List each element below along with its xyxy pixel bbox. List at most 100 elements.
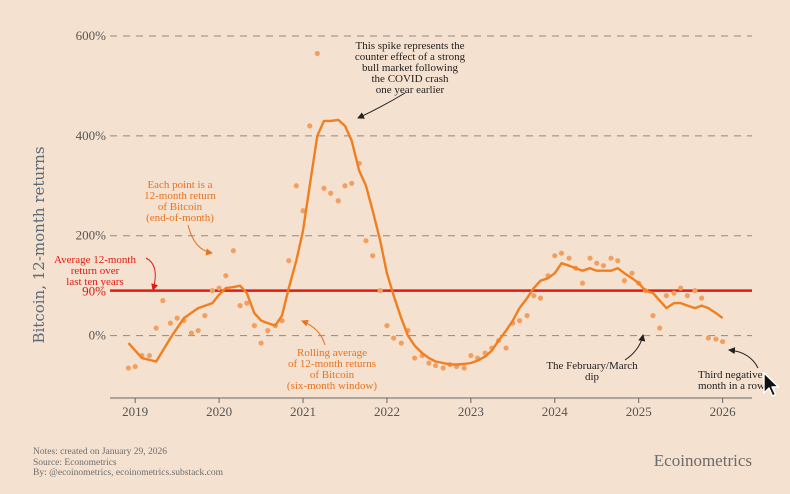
data-point — [314, 50, 320, 57]
data-point — [579, 280, 586, 286]
data-point — [594, 260, 600, 266]
annotation-line: the COVID crash — [372, 73, 449, 85]
data-point — [566, 255, 572, 261]
data-point — [328, 190, 334, 196]
data-point — [146, 352, 153, 359]
data-point — [587, 255, 593, 261]
data-point — [440, 365, 446, 371]
data-point — [398, 340, 404, 346]
data-point — [615, 258, 621, 264]
data-point — [600, 263, 607, 269]
arrow-negative — [728, 347, 759, 369]
x-tick-label: 2026 — [710, 404, 737, 419]
data-point — [223, 273, 229, 279]
annotation-line: last ten years — [66, 276, 123, 288]
data-point — [377, 288, 383, 294]
x-tick-label: 2022 — [374, 404, 400, 419]
annotation-dip: The February/March dip — [546, 360, 638, 383]
data-point — [629, 270, 635, 276]
data-point — [657, 325, 663, 331]
data-point — [705, 335, 711, 341]
annotations: This spike represents the counter effect … — [54, 40, 765, 392]
rolling-average-line — [127, 118, 724, 366]
annotation-line: The February/March — [546, 360, 638, 372]
annotation-line: dip — [585, 371, 600, 383]
data-point — [468, 352, 474, 359]
annotation-line: counter effect of a strong — [355, 51, 466, 63]
reference-line-label: 90% — [82, 284, 106, 299]
annotation-line: of 12-month returns — [288, 358, 376, 370]
data-point — [230, 248, 236, 254]
data-point — [349, 180, 355, 186]
y-axis-label: Bitcoin, 12-month returns — [30, 146, 48, 343]
x-tick-label: 2019 — [122, 404, 148, 419]
notes-by: By: @ecoinometrics, ecoinometrics.substa… — [33, 468, 223, 478]
data-point — [342, 183, 348, 189]
data-point — [516, 318, 523, 324]
data-point — [621, 278, 628, 284]
x-tick-label: 2025 — [626, 404, 652, 419]
data-point — [244, 300, 250, 306]
arrow-point — [187, 224, 213, 256]
data-point — [132, 363, 138, 370]
mouse-pointer-icon — [763, 372, 780, 397]
annotation-line: of Bitcoin — [158, 201, 203, 213]
annotation-point: Each point is a 12-month return of Bitcoin… — [144, 179, 216, 224]
brand-wordmark: Ecoinometrics — [653, 451, 752, 470]
data-point — [209, 288, 215, 294]
y-tick-labels: 0% 200% 400% 600% — [76, 28, 107, 343]
data-point — [174, 315, 180, 321]
annotation-line: bull market following — [362, 62, 458, 74]
data-point — [153, 325, 159, 331]
annotation-line: (end-of-month) — [146, 212, 214, 224]
arrow-average — [145, 257, 158, 291]
annotation-line: 12-month return — [144, 190, 216, 202]
x-axis: 2019 2020 2021 2022 2023 2024 2025 2026 — [110, 397, 752, 419]
data-point — [558, 250, 565, 256]
data-point — [671, 290, 677, 296]
data-point — [663, 293, 670, 299]
annotation-line: This spike represents the — [355, 40, 464, 52]
annotation-line: (six-month window) — [287, 380, 377, 392]
data-point — [552, 253, 558, 259]
data-point — [720, 338, 726, 345]
annotation-negative: Third negative month in a row — [698, 369, 765, 392]
data-point — [713, 336, 719, 342]
data-point — [684, 293, 690, 299]
y-tick-label: 600% — [76, 28, 107, 43]
data-point — [433, 362, 439, 369]
data-point — [307, 123, 313, 129]
annotation-line: one year earlier — [376, 84, 445, 96]
arrow-dip — [624, 334, 646, 361]
data-point — [216, 285, 222, 291]
annotation-rolling: Rolling average of 12-month returns of Bit… — [287, 347, 377, 392]
data-point — [258, 340, 264, 346]
data-point — [461, 365, 467, 371]
notes-date: Notes: created on January 29, 2026 — [33, 447, 168, 457]
data-point — [650, 313, 656, 319]
data-point — [384, 322, 390, 329]
y-tick-label: 400% — [76, 128, 107, 143]
data-point — [188, 330, 195, 336]
arrow-rolling — [301, 319, 326, 346]
annotation-line: return over — [71, 265, 120, 277]
annotation-arrows — [145, 92, 759, 369]
data-point — [321, 185, 327, 191]
x-tick-label: 2023 — [458, 404, 484, 419]
data-point — [412, 355, 418, 361]
data-point — [370, 253, 376, 259]
chart-notes: Notes: created on January 29, 2026 Sourc… — [33, 447, 223, 479]
return-points — [125, 50, 726, 371]
annotation-line: Average 12-month — [54, 254, 136, 266]
data-point — [293, 183, 299, 189]
annotation-average: Average 12-month return over last ten year… — [54, 254, 136, 288]
data-point — [251, 322, 257, 329]
data-point — [125, 365, 132, 371]
data-point — [202, 313, 208, 319]
data-point — [167, 320, 174, 326]
data-point — [286, 258, 292, 264]
annotation-line: Rolling average — [297, 347, 367, 359]
annotation-line: Each point is a — [147, 179, 212, 191]
y-tick-label: 0% — [89, 328, 107, 343]
